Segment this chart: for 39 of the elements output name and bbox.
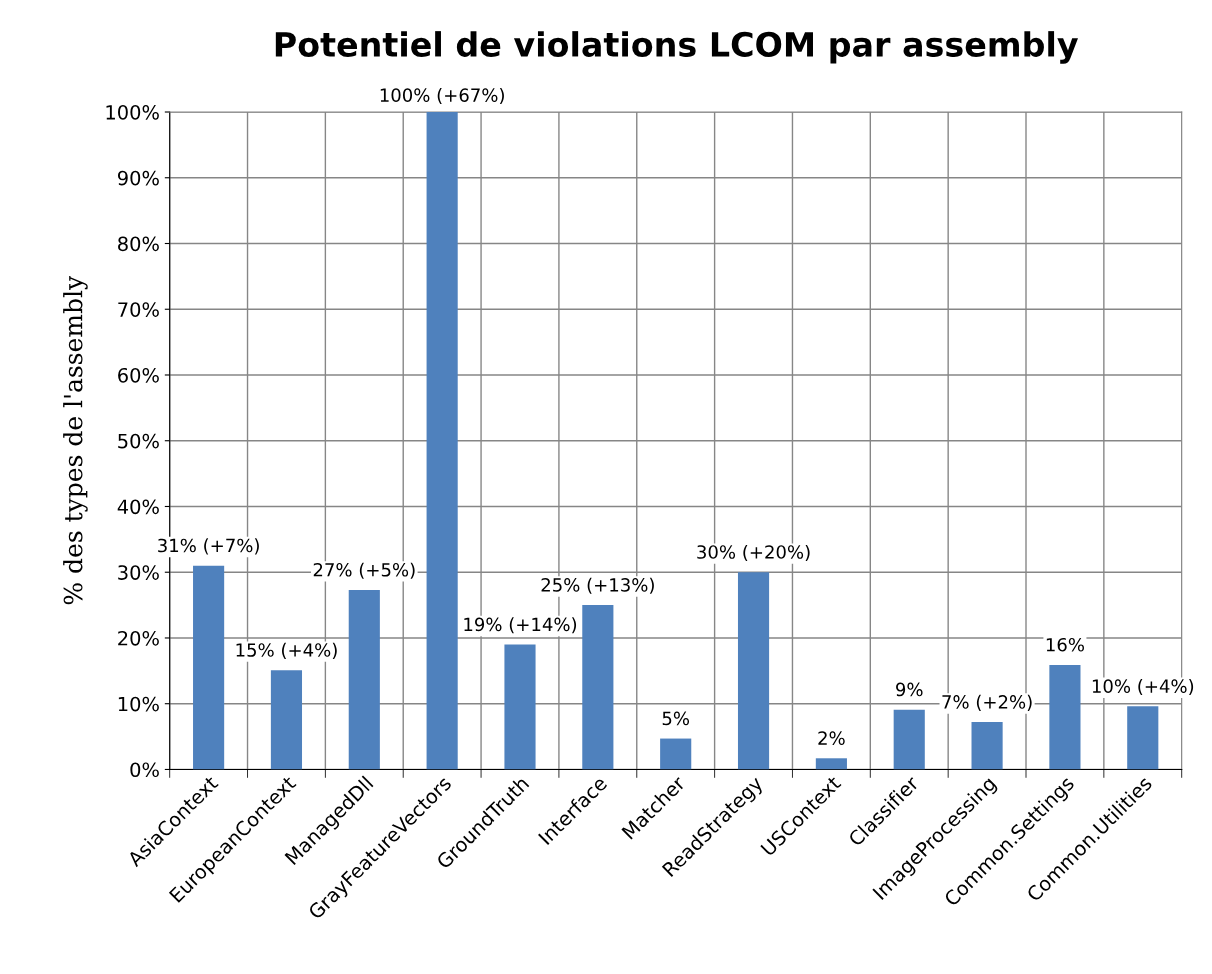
y-tick-label: 60% <box>118 367 159 383</box>
bar <box>893 709 925 770</box>
data-label: 25% (+13%) <box>541 577 654 594</box>
bar <box>426 112 458 770</box>
bar <box>971 722 1003 770</box>
data-label: 31% (+7%) <box>158 538 259 555</box>
bar <box>582 605 614 770</box>
data-label: 16% <box>1046 637 1084 652</box>
y-tick-label: 70% <box>118 302 159 317</box>
bar <box>504 644 536 770</box>
bar <box>270 670 303 770</box>
data-label: 7% (+2%) <box>942 694 1032 711</box>
y-tick-label: 50% <box>118 433 159 449</box>
bar <box>348 589 380 770</box>
bar <box>193 565 225 770</box>
chart-title: Potentiel de violations LCOM par assembly <box>275 31 1078 64</box>
data-label: 10% (+4%) <box>1092 679 1194 696</box>
bar <box>815 758 847 770</box>
data-label: 2% <box>818 731 845 745</box>
bar <box>1127 706 1159 770</box>
y-tick-label: 10% <box>118 696 159 712</box>
y-tick-label: 40% <box>117 499 159 515</box>
y-tick-label: 90% <box>117 170 159 186</box>
y-axis-title: % des types de l'assembly <box>63 275 88 605</box>
data-label: 5% <box>662 711 690 726</box>
y-tick-label: 20% <box>118 630 159 646</box>
bar <box>1049 664 1081 770</box>
bar <box>660 738 692 770</box>
data-label: 27% (+5%) <box>313 562 415 579</box>
y-tick-label: 30% <box>118 565 159 580</box>
data-label: 15% (+4%) <box>236 642 337 659</box>
data-label: 100% (+67%) <box>380 87 504 105</box>
data-label: 19% (+14%) <box>464 617 577 634</box>
data-label: 9% <box>896 682 923 697</box>
data-label: 30% (+20%) <box>697 544 810 561</box>
y-tick-label: 0% <box>130 762 159 778</box>
y-tick-label: 80% <box>118 236 159 252</box>
bar <box>737 572 770 770</box>
y-tick-label: 100% <box>106 104 159 120</box>
